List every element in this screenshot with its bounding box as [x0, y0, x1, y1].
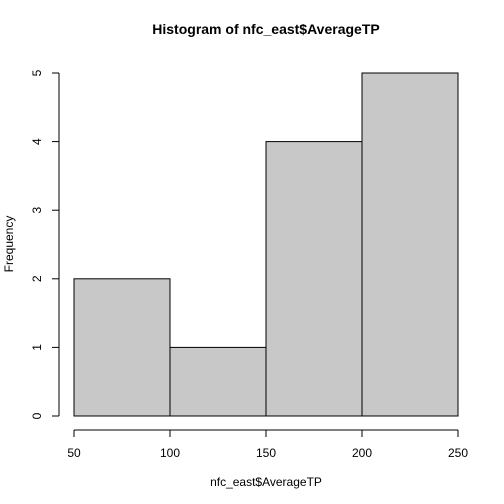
x-axis: 50 100 150 200 250: [67, 429, 468, 460]
y-axis: 0 1 2 3 4 5: [30, 69, 60, 419]
histogram-bar-4: [361, 72, 459, 417]
y-tick-label: 4: [30, 138, 44, 145]
x-tick-label: 250: [448, 446, 468, 460]
x-tick-label: 200: [352, 446, 372, 460]
y-tick-label: 3: [30, 207, 44, 214]
bars-group: [73, 72, 459, 417]
histogram-bar-2: [169, 346, 267, 417]
x-tick-label: 100: [160, 446, 180, 460]
chart-title: Histogram of nfc_east$AverageTP: [152, 21, 379, 37]
histogram-bar-1: [73, 278, 171, 417]
y-tick-label: 0: [30, 412, 44, 419]
y-axis-label: Frequency: [2, 216, 16, 273]
y-tick-label: 1: [30, 344, 44, 351]
x-tick-label: 150: [256, 446, 276, 460]
x-axis-label: nfc_east$AverageTP: [210, 475, 322, 489]
histogram-bar-3: [265, 141, 363, 417]
y-tick-label: 5: [30, 69, 44, 76]
y-tick-label: 2: [30, 275, 44, 282]
x-tick-label: 50: [67, 446, 81, 460]
